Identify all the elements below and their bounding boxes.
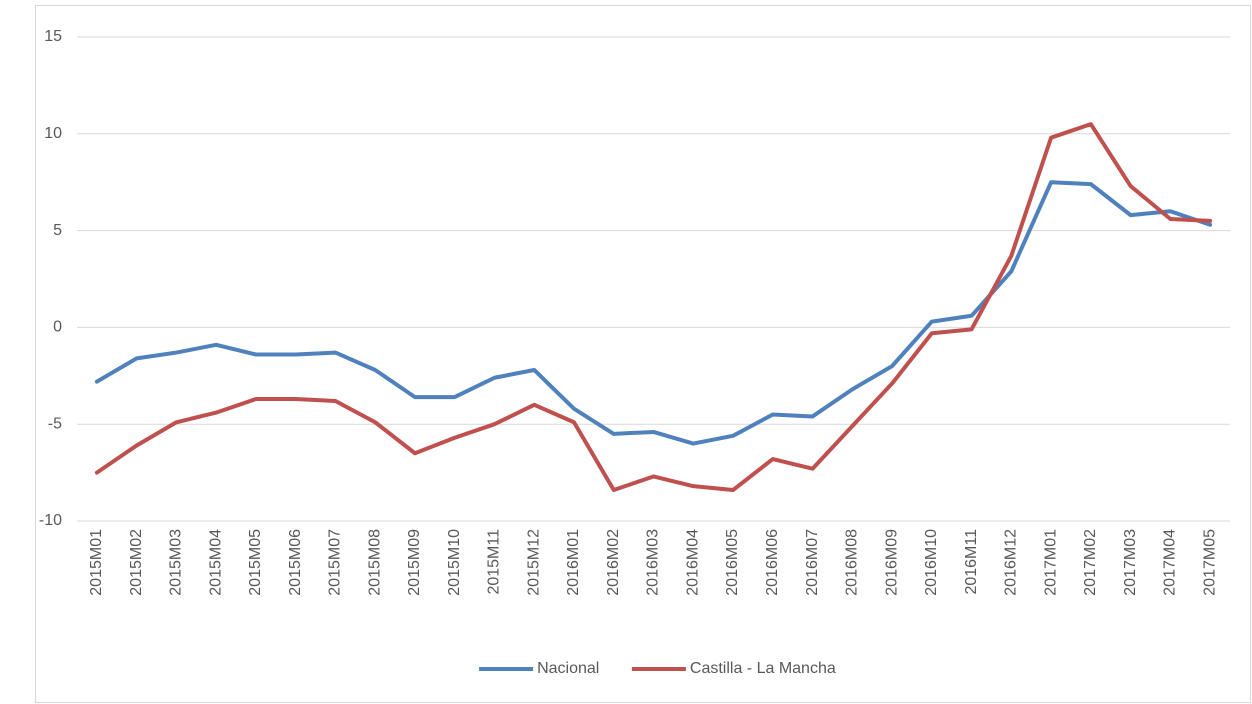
x-tick-label: 2016M09 [883,529,900,596]
x-tick-label: 2015M12 [525,529,542,596]
x-tick-label: 2016M01 [565,529,582,596]
x-tick-label: 2015M10 [446,529,463,596]
x-tick-label: 2017M04 [1162,529,1179,596]
legend-label: Nacional [537,660,599,677]
x-tick-label: 2015M06 [287,529,304,596]
y-tick-label: 10 [44,125,62,142]
x-tick-label: 2016M05 [724,529,741,596]
x-tick-label: 2016M08 [844,529,861,596]
x-tick-label: 2015M03 [168,529,185,596]
x-tick-label: 2015M09 [406,529,423,596]
x-tick-label: 2016M11 [963,529,980,595]
x-tick-label: 2016M04 [684,529,701,596]
y-tick-label: 0 [53,319,62,336]
x-tick-label: 2016M12 [1003,529,1020,596]
x-tick-label: 2016M10 [923,529,940,596]
x-tick-label: 2017M05 [1201,529,1218,596]
y-tick-label: 5 [53,222,62,239]
x-tick-label: 2016M06 [764,529,781,596]
x-tick-label: 2016M07 [804,529,821,596]
x-tick-label: 2015M04 [207,529,224,596]
x-tick-label: 2015M08 [366,529,383,596]
x-tick-label: 2017M03 [1122,529,1139,596]
x-tick-label: 2015M01 [88,529,105,596]
x-tick-label: 2015M11 [486,529,503,595]
x-tick-label: 2017M02 [1082,529,1099,596]
chart-border [35,5,1251,703]
x-tick-label: 2017M01 [1042,529,1059,596]
x-tick-label: 2015M02 [128,529,145,596]
x-tick-label: 2016M03 [645,529,662,596]
y-tick-label: -5 [48,415,62,432]
series-line [94,122,1213,493]
x-tick-label: 2015M07 [327,529,344,596]
y-tick-label: 15 [44,28,62,45]
legend-label: Castilla - La Mancha [690,660,836,677]
y-tick-label: -10 [39,512,62,529]
x-tick-label: 2016M02 [605,529,622,596]
series-line [94,180,1213,446]
x-tick-label: 2015M05 [247,529,264,596]
